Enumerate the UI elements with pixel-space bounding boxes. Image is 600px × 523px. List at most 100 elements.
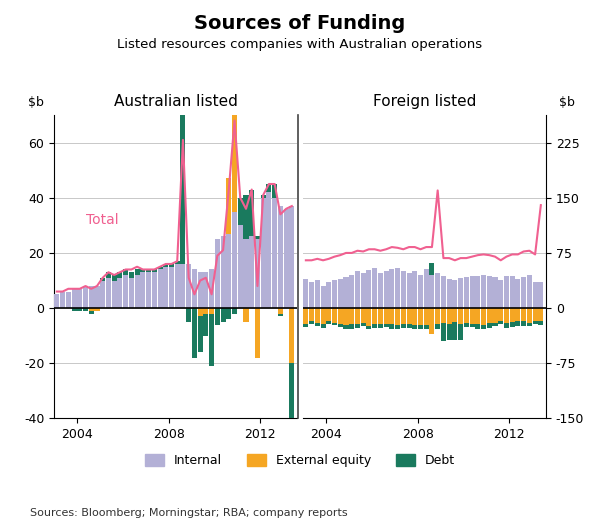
- Bar: [435, 308, 440, 324]
- Bar: [343, 325, 349, 328]
- Bar: [395, 268, 400, 308]
- Bar: [418, 275, 423, 308]
- Bar: [244, 308, 248, 322]
- Bar: [475, 308, 481, 324]
- Bar: [470, 277, 475, 308]
- Bar: [470, 308, 475, 324]
- Bar: [272, 198, 277, 308]
- Bar: [418, 308, 423, 325]
- Bar: [112, 280, 116, 308]
- Bar: [441, 308, 446, 323]
- Bar: [498, 321, 503, 324]
- Bar: [181, 90, 185, 264]
- Bar: [395, 308, 400, 325]
- Bar: [338, 308, 343, 324]
- Bar: [383, 308, 389, 324]
- Bar: [355, 308, 360, 324]
- Bar: [481, 275, 486, 308]
- Bar: [71, 308, 77, 311]
- Bar: [430, 263, 434, 275]
- Bar: [215, 308, 220, 325]
- Bar: [504, 308, 509, 323]
- Bar: [418, 325, 423, 329]
- Bar: [361, 273, 365, 308]
- Bar: [83, 308, 88, 311]
- Bar: [367, 270, 371, 308]
- Bar: [238, 225, 243, 308]
- Bar: [372, 324, 377, 328]
- Bar: [289, 308, 295, 363]
- Bar: [389, 269, 394, 308]
- Bar: [395, 325, 400, 328]
- Bar: [481, 325, 486, 329]
- Bar: [389, 324, 394, 328]
- Bar: [94, 308, 100, 311]
- Bar: [533, 308, 538, 321]
- Bar: [504, 323, 509, 328]
- Bar: [169, 267, 174, 308]
- Bar: [304, 279, 308, 308]
- Bar: [493, 308, 497, 323]
- Bar: [452, 280, 457, 308]
- Bar: [278, 206, 283, 308]
- Bar: [515, 308, 520, 321]
- Bar: [515, 279, 520, 308]
- Bar: [533, 321, 538, 324]
- Bar: [152, 269, 157, 272]
- Bar: [83, 286, 88, 308]
- Bar: [278, 308, 283, 314]
- Bar: [158, 267, 163, 269]
- Bar: [55, 294, 59, 308]
- Bar: [226, 234, 232, 308]
- Bar: [407, 324, 412, 328]
- Bar: [209, 314, 214, 366]
- Bar: [89, 308, 94, 311]
- Bar: [527, 323, 532, 326]
- Bar: [498, 280, 503, 308]
- Bar: [106, 272, 111, 278]
- Bar: [326, 282, 331, 308]
- Bar: [203, 314, 208, 336]
- Bar: [441, 277, 446, 308]
- Bar: [309, 308, 314, 321]
- Bar: [89, 311, 94, 314]
- Bar: [493, 323, 497, 326]
- Text: Sources: Bloomberg; Morningstar; RBA; company reports: Sources: Bloomberg; Morningstar; RBA; co…: [30, 508, 347, 518]
- Bar: [315, 308, 320, 323]
- Bar: [527, 308, 532, 323]
- Bar: [464, 323, 469, 327]
- Bar: [304, 324, 308, 327]
- Bar: [487, 276, 492, 308]
- Bar: [412, 308, 417, 325]
- Bar: [221, 236, 226, 308]
- Bar: [134, 275, 140, 308]
- Bar: [435, 273, 440, 308]
- Bar: [209, 308, 214, 314]
- Bar: [106, 278, 111, 308]
- Bar: [538, 308, 544, 321]
- Bar: [226, 178, 232, 234]
- Bar: [169, 264, 174, 267]
- Bar: [289, 363, 295, 418]
- Bar: [226, 308, 232, 319]
- Bar: [458, 308, 463, 324]
- Bar: [458, 278, 463, 308]
- Bar: [266, 192, 271, 308]
- Bar: [118, 272, 122, 278]
- Bar: [320, 324, 326, 328]
- Bar: [372, 308, 377, 324]
- Bar: [538, 281, 544, 308]
- Bar: [343, 308, 349, 325]
- Bar: [401, 324, 406, 328]
- Bar: [475, 276, 481, 308]
- Bar: [100, 278, 105, 280]
- Bar: [278, 314, 283, 316]
- Bar: [238, 198, 243, 225]
- Bar: [326, 321, 331, 324]
- Bar: [509, 308, 515, 322]
- Bar: [203, 272, 208, 308]
- Bar: [175, 261, 180, 264]
- Bar: [401, 271, 406, 308]
- Text: Total: Total: [86, 213, 118, 228]
- Bar: [181, 264, 185, 308]
